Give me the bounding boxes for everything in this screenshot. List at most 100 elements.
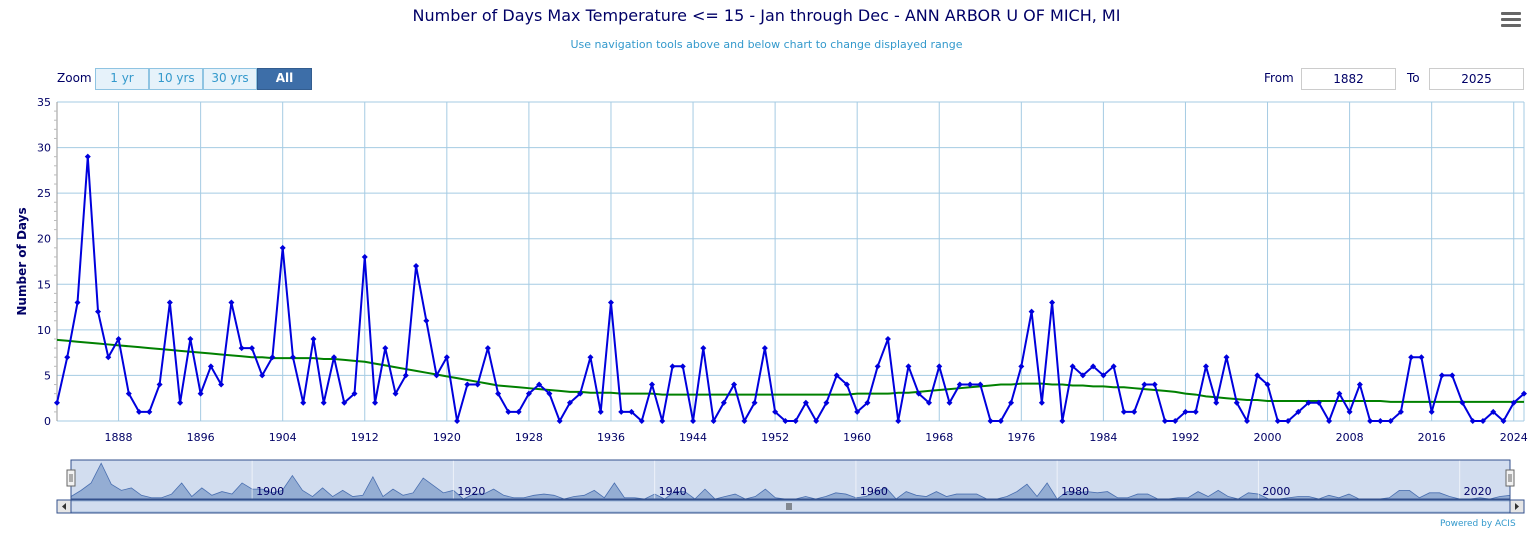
data-point	[330, 354, 337, 361]
data-point	[628, 408, 635, 415]
navigator-right-handle[interactable]	[1505, 469, 1515, 487]
data-point	[833, 372, 840, 379]
x-tick-label: 1976	[1007, 431, 1035, 444]
zoom-30yrs-button[interactable]: 30 yrs	[203, 68, 257, 90]
series-line	[56, 155, 1525, 422]
data-point	[269, 354, 276, 361]
y-tick-label: 10	[37, 324, 51, 337]
data-point	[1387, 418, 1394, 424]
y-tick-label: 20	[37, 233, 51, 246]
data-point	[864, 399, 871, 406]
data-point	[310, 335, 317, 342]
data-point	[1151, 381, 1158, 388]
x-tick-label: 1984	[1089, 431, 1117, 444]
data-point	[187, 335, 194, 342]
x-tick-label: 1944	[679, 431, 707, 444]
x-tick-label: 1928	[515, 431, 543, 444]
data-point	[218, 381, 225, 388]
x-tick-label: 1920	[433, 431, 461, 444]
data-point	[207, 363, 214, 370]
data-point	[402, 372, 409, 379]
data-point	[289, 354, 296, 361]
data-point	[915, 390, 922, 397]
data-point	[1141, 381, 1148, 388]
x-tick-label: 1896	[187, 431, 215, 444]
data-point	[515, 408, 522, 415]
y-tick-label: 0	[44, 415, 51, 428]
data-point	[751, 399, 758, 406]
data-point	[136, 408, 143, 415]
data-point	[228, 299, 235, 306]
data-point	[967, 381, 974, 388]
data-point	[895, 418, 902, 424]
data-point	[536, 381, 543, 388]
data-point	[474, 381, 481, 388]
data-point	[1090, 363, 1097, 370]
data-point	[802, 399, 809, 406]
menu-icon[interactable]	[1501, 12, 1521, 30]
x-tick-label: 1888	[105, 431, 133, 444]
data-point	[300, 399, 307, 406]
data-point	[1428, 408, 1435, 415]
data-point	[495, 390, 502, 397]
range-to-label: To	[1407, 71, 1420, 85]
data-point	[1233, 399, 1240, 406]
navigator-left-handle[interactable]	[66, 469, 76, 487]
navigator-tick-label: 1940	[659, 485, 687, 498]
data-point	[1059, 418, 1066, 424]
x-tick-label: 1992	[1171, 431, 1199, 444]
data-point	[1069, 363, 1076, 370]
x-tick-label: 1912	[351, 431, 379, 444]
data-point	[946, 399, 953, 406]
data-point	[782, 418, 789, 424]
data-point	[556, 418, 563, 424]
data-point	[669, 363, 676, 370]
data-point	[197, 390, 204, 397]
navigator-tick-label: 2000	[1262, 485, 1290, 498]
data-point	[710, 418, 717, 424]
data-point	[731, 381, 738, 388]
powered-by-credit[interactable]: Powered by ACIS	[1440, 519, 1516, 529]
data-point	[1244, 418, 1251, 424]
data-point	[361, 253, 368, 260]
data-point	[1305, 399, 1312, 406]
data-point	[1326, 418, 1333, 424]
data-point	[813, 418, 820, 424]
data-point	[238, 345, 245, 352]
data-point	[936, 363, 943, 370]
data-point	[1223, 354, 1230, 361]
data-point	[987, 418, 994, 424]
data-point	[341, 399, 348, 406]
data-point	[382, 345, 389, 352]
data-point	[1510, 399, 1517, 406]
data-point	[105, 354, 112, 361]
data-point	[1049, 299, 1056, 306]
data-point	[1079, 372, 1086, 379]
data-point	[146, 408, 153, 415]
data-point	[1490, 408, 1497, 415]
x-tick-label: 2000	[1254, 431, 1282, 444]
data-point	[956, 381, 963, 388]
x-tick-label: 2008	[1336, 431, 1364, 444]
zoom-1yr-button[interactable]: 1 yr	[95, 68, 149, 90]
data-point	[1500, 418, 1507, 424]
range-to-input[interactable]	[1429, 68, 1524, 90]
navigator-tick-label: 1980	[1061, 485, 1089, 498]
data-point	[997, 418, 1004, 424]
data-point	[1182, 408, 1189, 415]
x-tick-label: 2016	[1418, 431, 1446, 444]
data-point	[854, 408, 861, 415]
zoom-10yrs-button[interactable]: 10 yrs	[149, 68, 203, 90]
data-point	[874, 363, 881, 370]
data-point	[1172, 418, 1179, 424]
data-point	[1521, 390, 1527, 397]
data-point	[443, 354, 450, 361]
navigator-tick-label: 1920	[457, 485, 485, 498]
data-point	[1161, 418, 1168, 424]
zoom-all-button[interactable]: All	[257, 68, 312, 90]
x-tick-label: 1960	[843, 431, 871, 444]
data-point	[1336, 390, 1343, 397]
data-point	[1008, 399, 1015, 406]
range-from-input[interactable]	[1301, 68, 1396, 90]
data-point	[577, 390, 584, 397]
